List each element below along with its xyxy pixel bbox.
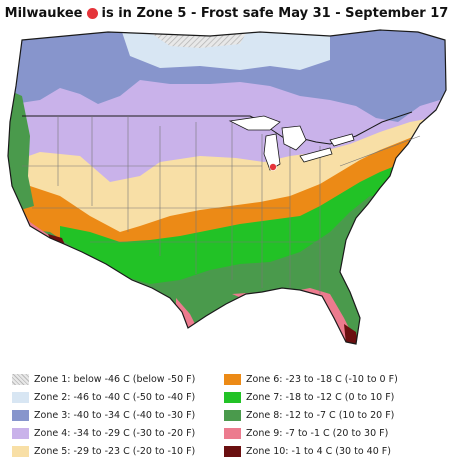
legend-swatch <box>12 445 29 457</box>
legend-zone-8: Zone 8: -12 to -7 C (10 to 20 F) <box>224 407 394 423</box>
legend-zone-5: Zone 5: -29 to -23 C (-20 to -10 F) <box>12 443 195 459</box>
state-lines <box>22 116 421 294</box>
legend-label: Zone 6: -23 to -18 C (-10 to 0 F) <box>246 373 398 385</box>
legend-zone-1: Zone 1: below -46 C (below -50 F) <box>12 371 195 387</box>
legend-label: Zone 10: -1 to 4 C (30 to 40 F) <box>246 445 391 457</box>
legend-label: Zone 7: -18 to -12 C (0 to 10 F) <box>246 391 395 403</box>
legend-zone-10: Zone 10: -1 to 4 C (30 to 40 F) <box>224 443 391 459</box>
title-text: is in Zone 5 - Frost safe May 31 - Septe… <box>101 5 449 21</box>
location-marker-icon <box>87 7 99 19</box>
legend-swatch <box>12 373 29 385</box>
map-title: Milwaukee is in Zone 5 - Frost safe May … <box>0 0 453 26</box>
legend-label: Zone 3: -40 to -34 C (-40 to -30 F) <box>34 409 196 421</box>
zone-layers <box>8 30 446 344</box>
milwaukee-marker <box>269 163 277 171</box>
legend-swatch <box>224 373 241 385</box>
legend-swatch <box>224 445 241 457</box>
legend-label: Zone 5: -29 to -23 C (-20 to -10 F) <box>34 445 196 457</box>
legend-swatch <box>224 409 241 421</box>
legend-zone-7: Zone 7: -18 to -12 C (0 to 10 F) <box>224 389 394 405</box>
legend-label: Zone 1: below -46 C (below -50 F) <box>34 373 196 385</box>
zone-legend: Zone 1: below -46 C (below -50 F) Zone 2… <box>0 367 453 465</box>
legend-label: Zone 8: -12 to -7 C (10 to 20 F) <box>246 409 395 421</box>
legend-zone-3: Zone 3: -40 to -34 C (-40 to -30 F) <box>12 407 195 423</box>
legend-swatch <box>12 409 29 421</box>
legend-label: Zone 2: -46 to -40 C (-50 to -40 F) <box>34 391 196 403</box>
great-lakes <box>228 115 355 171</box>
zone-2-area <box>120 30 330 70</box>
coastline <box>7 29 447 345</box>
legend-zone-4: Zone 4: -34 to -29 C (-30 to -20 F) <box>12 425 195 441</box>
zone-10-area-florida <box>344 324 358 344</box>
legend-swatch <box>224 427 241 439</box>
legend-zone-6: Zone 6: -23 to -18 C (-10 to 0 F) <box>224 371 398 387</box>
legend-zone-9: Zone 9: -7 to -1 C (20 to 30 F) <box>224 425 388 441</box>
legend-swatch <box>12 427 29 439</box>
zone-3-area <box>8 30 446 122</box>
legend-label: Zone 4: -34 to -29 C (-30 to -20 F) <box>34 427 196 439</box>
hardiness-zone-map <box>7 29 447 345</box>
legend-swatch <box>224 391 241 403</box>
legend-swatch <box>12 391 29 403</box>
legend-label: Zone 9: -7 to -1 C (20 to 30 F) <box>246 427 389 439</box>
legend-zone-2: Zone 2: -46 to -40 C (-50 to -40 F) <box>12 389 195 405</box>
city-name: Milwaukee <box>4 5 83 21</box>
